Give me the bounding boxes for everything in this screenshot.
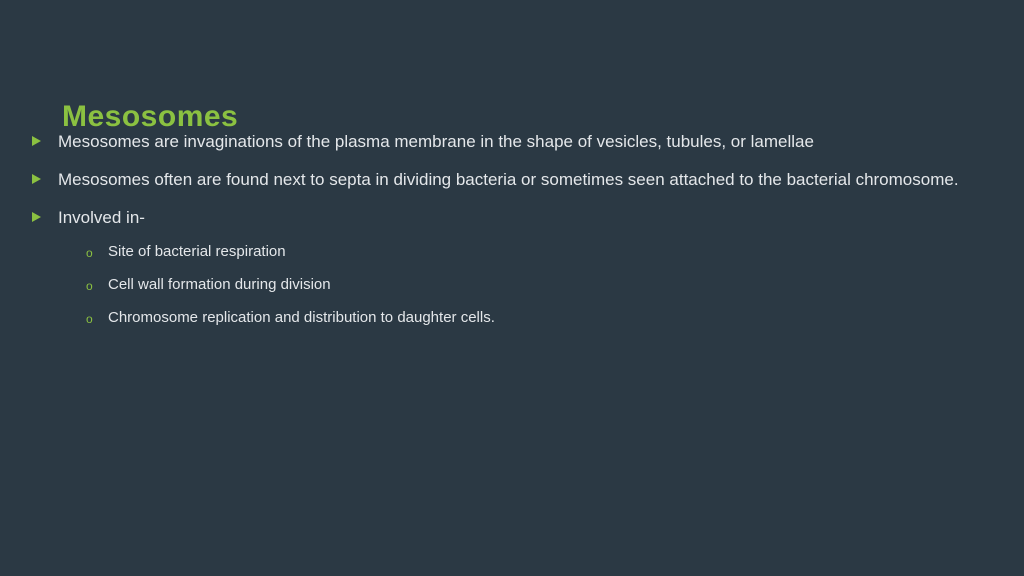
sub-bullet-text: Site of bacterial respiration: [108, 243, 286, 260]
triangle-bullet-icon: [32, 136, 41, 146]
bullet-text: Mesosomes are invaginations of the plasm…: [58, 132, 814, 151]
list-item: Mesosomes are invaginations of the plasm…: [30, 130, 994, 154]
bullet-text: Mesosomes often are found next to septa …: [58, 170, 959, 189]
slide: Mesosomes Mesosomes are invaginations of…: [0, 0, 1024, 576]
sub-bullet-text: Chromosome replication and distribution …: [108, 309, 495, 326]
triangle-bullet-icon: [32, 174, 41, 184]
sub-list-item: o Chromosome replication and distributio…: [58, 307, 994, 328]
sub-bullet-list: o Site of bacterial respiration o Cell w…: [58, 241, 994, 328]
circle-bullet-icon: o: [86, 278, 93, 295]
sub-list-item: o Site of bacterial respiration: [58, 241, 994, 262]
sub-bullet-text: Cell wall formation during division: [108, 276, 331, 293]
circle-bullet-icon: o: [86, 311, 93, 328]
bullet-text: Involved in-: [58, 208, 145, 227]
sub-list-item: o Cell wall formation during division: [58, 274, 994, 295]
triangle-bullet-icon: [32, 212, 41, 222]
bullet-list: Mesosomes are invaginations of the plasm…: [30, 130, 994, 328]
list-item: Involved in- o Site of bacterial respira…: [30, 206, 994, 329]
circle-bullet-icon: o: [86, 245, 93, 262]
list-item: Mesosomes often are found next to septa …: [30, 168, 994, 192]
slide-title: Mesosomes: [62, 100, 238, 134]
